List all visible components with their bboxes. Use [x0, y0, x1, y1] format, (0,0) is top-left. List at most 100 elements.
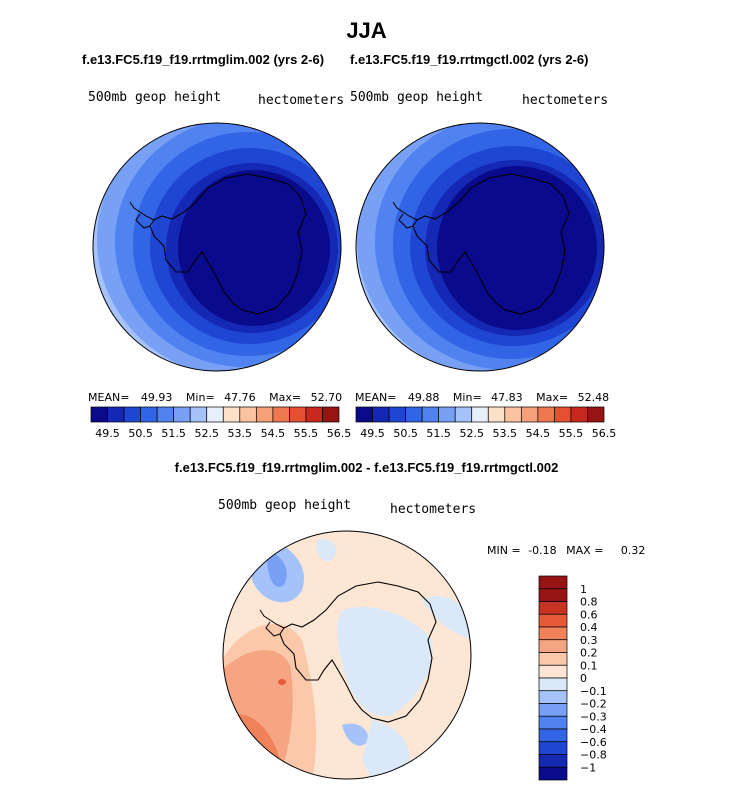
panel-1-colorbar-tick-label: 55.5 [294, 427, 319, 440]
panel-1-colorbar-tick-label: 54.5 [261, 427, 286, 440]
diff-colorbar-swatch [538, 677, 568, 692]
diff-units-label: hectometers [390, 502, 477, 517]
panel-1-colorbar-tick-label: 51.5 [161, 427, 186, 440]
diff-colorbar-tick-label: 0 [580, 672, 587, 685]
panel-2-min-value: 47.83 [491, 391, 523, 404]
panel-1-variable-label: 500mb geop height [88, 90, 222, 105]
diff-field-region [278, 679, 286, 685]
diff-colorbar-tick-label: 0.3 [580, 634, 598, 647]
panel-2-colorbar-swatch [421, 406, 440, 423]
panel-2-colorbar-swatch [487, 406, 506, 423]
panel-2-antarctica-outline [412, 173, 570, 315]
diff-colorbar-tick-label: 0.8 [580, 596, 598, 609]
diff-field-region [337, 606, 433, 716]
diff-max-label: MAX = [566, 544, 604, 557]
diff-polar-map [222, 530, 472, 780]
panel-2-colorbar-swatch [372, 406, 390, 423]
panel-1-colorbar-tick-label: 49.5 [95, 427, 120, 440]
panel-2-colorbar-tick-label: 49.5 [360, 427, 385, 440]
panel-2-colorbar-tick-label: 51.5 [426, 427, 451, 440]
panel-2-stats: MEAN= 49.88 Min= 47.83 Max= 52.48 [355, 391, 609, 404]
panel-2-min-label: Min= [452, 391, 482, 404]
panel-1-colorbar-swatch [206, 406, 224, 423]
diff-antarctica-outline [279, 581, 437, 723]
panel-2-field-band [437, 166, 597, 330]
diff-colorbar-tick-label: 0.6 [580, 608, 598, 621]
panel-2-colorbar-tick-label: 52.5 [459, 427, 484, 440]
panel-1-colorbar-swatch [322, 406, 340, 423]
diff-colorbar-swatch [538, 639, 568, 653]
diff-colorbar-tick-label: 0.4 [580, 621, 598, 634]
diff-colorbar-swatch [538, 664, 568, 679]
panel-2-colorbar-swatch [570, 406, 588, 423]
panel-1-colorbar-swatch [90, 406, 108, 423]
diff-colorbar-swatch [538, 575, 568, 590]
panel-1-colorbar-tick-label: 53.5 [228, 427, 253, 440]
panel-2-colorbar-swatch [405, 406, 423, 423]
diff-colorbar-tick-label: −0.6 [580, 736, 607, 749]
panel-1-min-value: 47.76 [224, 391, 256, 404]
panel-2-colorbar-swatch [438, 406, 456, 423]
panel-1-max-value: 52.70 [310, 391, 343, 404]
panel-2-variable-label: 500mb geop height [350, 90, 484, 105]
panel-2-colorbar-swatch [537, 406, 555, 423]
panel-2-colorbar-tick-label: 53.5 [493, 427, 518, 440]
diff-colorbar-tick-label: −0.3 [580, 710, 607, 723]
diff-colorbar-swatch [538, 741, 568, 755]
diff-colorbar-tick-label: −1 [580, 761, 596, 774]
panel-1-max-label: Max= [269, 391, 302, 404]
diff-colorbar-swatch [538, 626, 568, 641]
panel-2-max-value: 52.48 [577, 391, 610, 404]
panel-1-colorbar-swatch [272, 406, 290, 423]
panel-1-colorbar-swatch [173, 406, 191, 423]
diff-colorbar-swatch [538, 652, 568, 666]
panel-1-colorbar-swatch [107, 406, 125, 423]
diff-colorbar-swatch [538, 766, 568, 781]
diff-field-region [342, 723, 368, 746]
panel-1-mean-label: MEAN= [88, 391, 130, 404]
diff-colorbar-tick-label: −0.2 [580, 698, 607, 711]
diff-field-region [266, 550, 287, 587]
diff-colorbar-swatch [538, 588, 568, 602]
panel-1-field-band [178, 170, 330, 326]
panel-2-case-title: f.e13.FC5.f19_f19.rrtmgctl.002 (yrs 2-6) [350, 52, 589, 67]
diff-max-value: 0.32 [620, 544, 646, 557]
panel-1-stats: MEAN= 49.93 Min= 47.76 Max= 52.70 [88, 391, 342, 404]
panel-2-colorbar-swatch [520, 406, 539, 423]
panel-1-colorbar-swatch [123, 406, 141, 423]
diff-colorbar-tick-label: 0.2 [580, 647, 598, 660]
panel-2-colorbar-swatch [471, 406, 489, 423]
panel-2-polar-map [355, 122, 605, 372]
panel-1-colorbar-swatch [289, 406, 307, 423]
panel-1-colorbar-swatch [239, 406, 257, 423]
diff-variable-label: 500mb geop height [218, 498, 352, 513]
diff-peninsula-outline [259, 609, 285, 637]
panel-2-colorbar-tick-label: 54.5 [526, 427, 551, 440]
diff-minmax: MIN = -0.18 MAX = 0.32 [487, 544, 645, 557]
diff-field-region [316, 539, 337, 562]
panel-2-colorbar-swatch [504, 406, 522, 423]
panel-2-max-label: Max= [536, 391, 569, 404]
panel-1-mean-value: 49.93 [140, 391, 173, 404]
panel-2-mean-value: 49.88 [407, 391, 440, 404]
panel-2-colorbar-tick-label: 56.5 [592, 427, 617, 440]
diff-colorbar: 10.80.60.40.30.20.10−0.1−0.2−0.3−0.4−0.6… [538, 575, 607, 781]
panel-2-colorbar-swatch [355, 406, 373, 423]
diff-colorbar-tick-label: −0.1 [580, 685, 607, 698]
panel-2-mean-label: MEAN= [355, 391, 397, 404]
diff-colorbar-tick-label: −0.4 [580, 723, 607, 736]
diff-colorbar-tick-label: 1 [580, 583, 587, 596]
panel-1-colorbar-swatch [140, 406, 158, 423]
diff-field-region [422, 596, 471, 640]
season-title: JJA [346, 18, 387, 43]
panel-2-colorbar-swatch [454, 406, 473, 423]
panel-1-colorbar-tick-label: 52.5 [194, 427, 219, 440]
panel-1-min-label: Min= [185, 391, 215, 404]
diff-colorbar-swatch [538, 754, 568, 768]
diff-colorbar-swatch [538, 613, 568, 628]
panel-2-colorbar-swatch [554, 406, 572, 423]
diff-colorbar-swatch [538, 690, 568, 704]
diff-colorbar-tick-label: 0.1 [580, 659, 598, 672]
diff-case-title: f.e13.FC5.f19_f19.rrtmglim.002 - f.e13.F… [174, 460, 559, 475]
panel-2-colorbar-swatch [388, 406, 406, 423]
